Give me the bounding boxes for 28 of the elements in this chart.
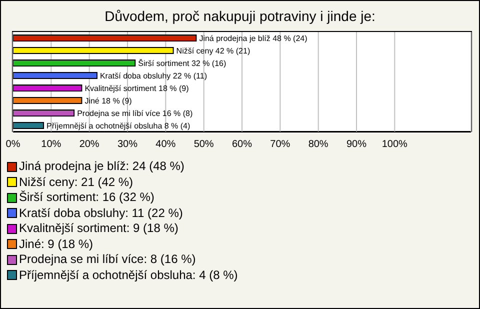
data-label: Příjemnější a ochotnější obsluha 8 % (4): [46, 122, 190, 130]
x-tick-label: 70%: [270, 139, 290, 150]
x-tick-label: 80%: [308, 139, 328, 150]
x-tick-label: 90%: [346, 139, 367, 150]
x-tick-label: 0%: [6, 139, 20, 150]
legend-label: Kvalitnější sortiment: 9 (18 %): [19, 221, 178, 236]
legend-label: Jiná prodejna je blíž: 24 (48 %): [19, 159, 184, 174]
legend-label: Prodejna se mi líbí více: 8 (16 %): [19, 252, 196, 268]
data-label: Kratší doba obsluhy 22 % (11): [100, 72, 208, 80]
data-label: Prodejna se mi líbí více 16 % (8): [77, 109, 194, 118]
x-tick-label: 100%: [382, 139, 408, 150]
legend-label: Příjemnější a ochotnější obsluha: 4 (8 %): [19, 268, 238, 283]
legend-label: Kratší doba obsluhy: 11 (22 %): [19, 206, 183, 221]
legend-label: Jiné: 9 (18 %): [19, 236, 94, 252]
x-tick-label: 60%: [232, 139, 252, 150]
chart-title: Důvodem, proč nakupuji potraviny i jinde je:: [104, 7, 376, 26]
data-label: Širší sortiment 32 % (16): [138, 59, 226, 68]
x-tick-label: 40%: [156, 139, 176, 150]
legend-label: Nižší ceny: 21 (42 %): [19, 174, 134, 190]
data-label: Jiná prodejna je blíž 48 % (24): [199, 34, 308, 43]
x-tick-label: 30%: [117, 139, 138, 150]
data-label: Kvalitnější sortiment 18 % (9): [84, 84, 190, 93]
data-label: Nižší ceny 42 % (21): [176, 46, 250, 56]
x-tick-label: 20%: [79, 139, 100, 150]
x-tick-label: 50%: [194, 139, 214, 150]
x-tick-label: 10%: [41, 139, 62, 150]
data-label: Jiné 18 % (9): [84, 96, 132, 106]
legend-label: Širší sortiment: 16 (32 %): [19, 190, 154, 206]
